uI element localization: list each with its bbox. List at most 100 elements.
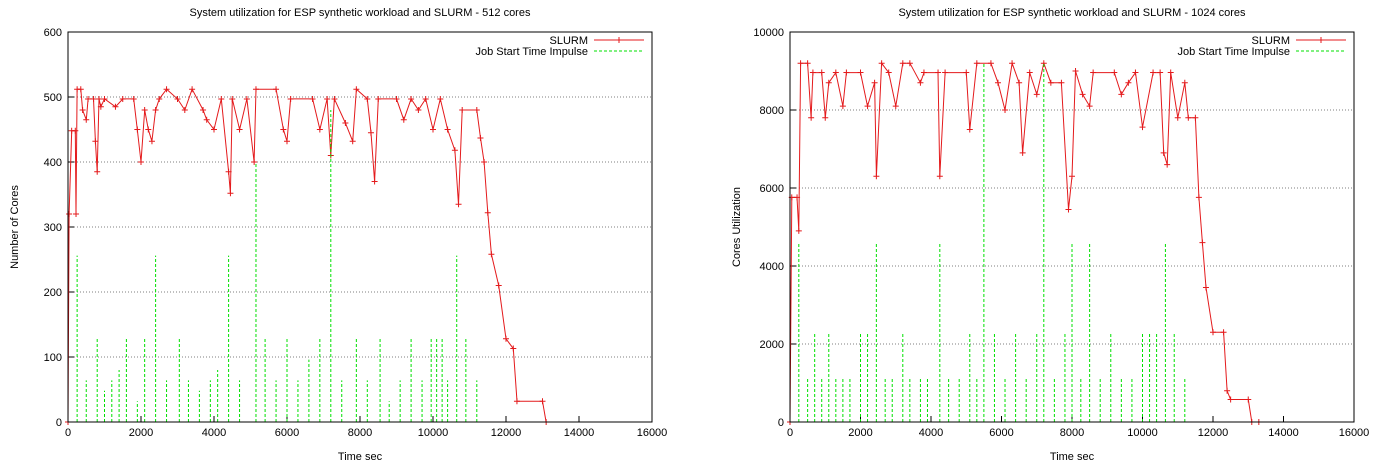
- point-marker: [973, 60, 980, 67]
- plot-frame: [789, 31, 1355, 423]
- point-marker: [156, 95, 163, 102]
- point-marker: [1072, 68, 1079, 74]
- y-axis-label: Cores Utilization: [731, 187, 743, 267]
- point-marker: [809, 69, 816, 76]
- point-marker: [273, 86, 280, 93]
- x-tick-label: 4000: [919, 427, 943, 439]
- legend-label: Job Start Time Impulse: [1178, 46, 1291, 58]
- point-marker: [1181, 79, 1188, 86]
- point-marker: [1132, 69, 1139, 76]
- y-tick-label: 10000: [753, 27, 784, 39]
- point-marker: [857, 69, 864, 76]
- x-tick-label: 12000: [491, 427, 522, 439]
- x-tick-label: 6000: [275, 427, 299, 439]
- y-tick-label: 300: [44, 222, 62, 234]
- point-marker: [252, 86, 259, 93]
- point-marker: [484, 209, 491, 216]
- point-marker: [174, 95, 181, 102]
- point-marker: [1199, 239, 1206, 246]
- point-marker: [935, 69, 942, 76]
- point-marker: [1150, 69, 1157, 76]
- x-tick-label: 0: [787, 427, 793, 439]
- point-marker: [200, 107, 207, 113]
- point-marker: [539, 398, 546, 405]
- point-marker: [510, 345, 517, 352]
- point-marker: [963, 69, 970, 76]
- chart-title: System utilization for ESP synthetic wor…: [190, 7, 531, 19]
- point-marker: [878, 60, 885, 67]
- y-tick-label: 0: [56, 417, 62, 429]
- y-tick-label: 4000: [760, 261, 784, 273]
- x-tick-label: 14000: [1268, 427, 1299, 439]
- y-tick-label: 600: [44, 27, 62, 39]
- point-marker: [795, 227, 802, 234]
- point-marker: [892, 103, 899, 110]
- chart-title: System utilization for ESP synthetic wor…: [898, 7, 1246, 19]
- x-tick-label: 2000: [129, 427, 153, 439]
- point-marker: [353, 86, 360, 93]
- point-marker: [1065, 206, 1072, 213]
- point-marker: [1245, 396, 1252, 403]
- point-marker: [797, 60, 804, 67]
- point-marker: [415, 107, 422, 113]
- y-axis-label: Number of Cores: [9, 185, 21, 269]
- point-marker: [342, 120, 349, 126]
- point-marker: [1026, 69, 1033, 76]
- point-marker: [825, 79, 832, 86]
- point-marker: [77, 86, 84, 93]
- point-marker: [1009, 60, 1016, 67]
- x-tick-label: 10000: [418, 427, 449, 439]
- point-marker: [1086, 103, 1093, 110]
- point-marker: [422, 95, 429, 102]
- x-tick-label: 8000: [1060, 427, 1084, 439]
- point-marker: [1195, 194, 1202, 201]
- x-axis-label: Time sec: [1050, 451, 1095, 463]
- point-marker: [1019, 149, 1026, 156]
- point-marker: [1069, 173, 1075, 180]
- point-marker: [1224, 387, 1231, 394]
- y-tick-label: 0: [778, 417, 784, 429]
- point-marker: [503, 335, 509, 342]
- point-marker: [1125, 79, 1132, 86]
- y-tick-label: 2000: [760, 339, 784, 351]
- point-marker: [1157, 69, 1164, 76]
- point-marker: [134, 126, 141, 133]
- point-marker: [400, 116, 407, 123]
- point-marker: [843, 69, 850, 76]
- point-marker: [189, 86, 196, 93]
- legend-marker: [1318, 37, 1324, 43]
- point-marker: [203, 116, 210, 123]
- y-tick-label: 8000: [760, 105, 784, 117]
- x-tick-label: 10000: [1127, 427, 1158, 439]
- point-marker: [804, 60, 811, 67]
- point-marker: [163, 86, 170, 93]
- y-tick-label: 400: [44, 157, 62, 169]
- point-marker: [822, 114, 829, 121]
- point-marker: [832, 69, 839, 76]
- point-marker: [225, 168, 232, 175]
- point-marker: [393, 95, 400, 102]
- point-marker: [885, 69, 892, 76]
- point-marker: [899, 60, 906, 67]
- point-marker: [79, 107, 86, 113]
- point-marker: [181, 107, 188, 113]
- point-marker: [364, 95, 371, 102]
- point-marker: [284, 138, 290, 145]
- y-tick-label: 100: [44, 352, 62, 364]
- point-marker: [83, 116, 90, 123]
- point-marker: [477, 134, 484, 141]
- point-marker: [130, 95, 137, 102]
- point-marker: [331, 95, 338, 102]
- legend-label: SLURM: [1251, 35, 1290, 47]
- point-marker: [1202, 284, 1209, 291]
- point-marker: [309, 95, 316, 102]
- point-marker: [994, 79, 1001, 86]
- point-marker: [287, 95, 294, 102]
- point-marker: [936, 173, 943, 180]
- point-marker: [430, 126, 436, 133]
- point-marker: [85, 95, 92, 102]
- point-marker: [942, 69, 949, 76]
- point-marker: [488, 251, 495, 258]
- point-marker: [839, 103, 846, 110]
